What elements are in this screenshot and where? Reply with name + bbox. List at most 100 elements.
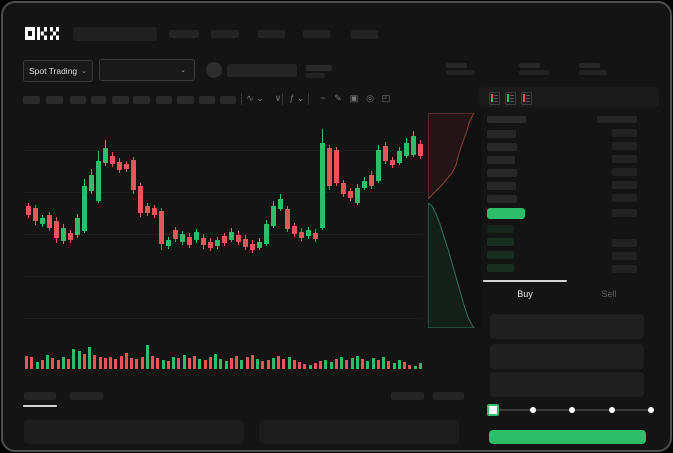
bid-row-amount — [612, 239, 637, 247]
bottom-tab-history[interactable] — [70, 392, 103, 400]
ask-row-price[interactable] — [487, 130, 516, 138]
candle — [124, 164, 129, 169]
fullscreen-icon[interactable]: ◰ — [381, 93, 391, 103]
bottom-action-1[interactable] — [391, 392, 424, 400]
ask-row-price[interactable] — [487, 195, 517, 203]
volume-bar — [177, 358, 181, 369]
book-icon-bottom-bar — [507, 98, 509, 102]
candle — [236, 235, 241, 242]
depth-chart[interactable] — [428, 113, 481, 328]
ask-row-price[interactable] — [487, 156, 515, 164]
open-orders-panel — [24, 420, 244, 444]
timeframe-button[interactable] — [23, 96, 40, 104]
candle — [96, 161, 101, 201]
timeframe-button[interactable] — [220, 96, 236, 104]
candle — [348, 191, 353, 198]
bid-row-amount — [612, 252, 637, 260]
volume-bar — [245, 357, 249, 369]
pair-avatar[interactable] — [206, 62, 222, 78]
candlestick-chart[interactable] — [23, 118, 423, 333]
candle — [89, 175, 94, 191]
camera-icon[interactable]: ▣ — [349, 93, 359, 103]
book-icon-bottom-bar — [491, 98, 493, 102]
nav-item-5[interactable] — [351, 30, 378, 39]
tab-sell[interactable]: Sell — [601, 289, 617, 299]
ask-row-price[interactable] — [487, 143, 517, 151]
stat-2-value — [519, 70, 549, 75]
candle — [243, 239, 248, 247]
volume-bar — [46, 355, 50, 369]
book-icon-top-bar — [507, 94, 509, 98]
volume-bar — [219, 359, 223, 369]
timeframe-button[interactable] — [177, 96, 194, 104]
chart-type-icon[interactable]: ∿ ⌄ — [246, 93, 264, 103]
volume-bar — [266, 360, 270, 369]
nav-item-1[interactable] — [169, 30, 199, 38]
ask-row-price[interactable] — [487, 169, 517, 177]
candle — [397, 151, 402, 163]
bid-row-price[interactable] — [487, 264, 514, 272]
bid-row-price[interactable] — [487, 225, 514, 233]
bid-row-amount — [612, 265, 637, 273]
bottom-action-2[interactable] — [433, 392, 464, 400]
volume-bar — [166, 361, 170, 369]
candle — [47, 215, 52, 228]
order-price-field[interactable] — [490, 314, 644, 339]
candle — [68, 233, 73, 240]
timeframe-button[interactable] — [91, 96, 106, 104]
book-asks-icon[interactable] — [521, 92, 532, 105]
slider-step-dot[interactable] — [648, 407, 654, 413]
candle — [313, 233, 318, 239]
volume-bar — [308, 365, 312, 369]
timeframe-button[interactable] — [133, 96, 150, 104]
slider-step-dot[interactable] — [529, 407, 536, 413]
indicators-icon[interactable]: ƒ ⌄ — [289, 93, 305, 103]
timeframe-button[interactable] — [70, 96, 86, 104]
timeframe-button[interactable] — [199, 96, 215, 104]
gridline — [23, 234, 423, 235]
ask-row-price[interactable] — [487, 182, 516, 190]
order-total-field[interactable] — [490, 372, 644, 397]
volume-bar — [256, 359, 260, 369]
bid-row-price[interactable] — [487, 251, 514, 259]
toolbar-divider — [241, 93, 242, 105]
book-icon-line — [510, 95, 514, 96]
timeframe-button[interactable] — [112, 96, 129, 104]
bottom-tab-orders[interactable] — [24, 392, 56, 400]
chevron-down-icon: ⌄ — [180, 66, 186, 74]
volume-bar — [235, 356, 239, 369]
nav-item-3[interactable] — [258, 30, 285, 38]
nav-item-2[interactable] — [211, 30, 239, 38]
book-bids-icon[interactable] — [505, 92, 516, 105]
candle — [229, 232, 234, 240]
timeframe-button[interactable] — [156, 96, 172, 104]
tab-buy[interactable]: Buy — [517, 289, 533, 299]
volume-bar — [292, 360, 296, 369]
timeframe-button[interactable] — [46, 96, 63, 104]
nav-item-4[interactable] — [303, 30, 330, 38]
slider-step-dot[interactable] — [608, 407, 615, 413]
settings-icon[interactable]: ◎ — [366, 93, 374, 103]
volume-bar — [313, 363, 317, 369]
trendline-icon[interactable]: ~ — [320, 93, 326, 103]
slider-step-dot[interactable] — [569, 407, 575, 413]
buy-submit-button[interactable] — [489, 430, 646, 444]
order-amount-field[interactable] — [490, 344, 644, 369]
last-price-badge[interactable] — [487, 208, 525, 219]
pair-selector-dropdown[interactable]: ⌄ — [99, 59, 195, 81]
compare-icon[interactable]: ∨ — [274, 93, 282, 103]
market-type-dropdown[interactable]: Spot Trading ⌄ — [23, 60, 93, 82]
volume-bar — [350, 358, 354, 369]
slider-handle[interactable] — [487, 404, 499, 416]
book-icon-line — [494, 98, 498, 99]
bid-row-price[interactable] — [487, 238, 514, 246]
orderbook-panel[interactable] — [477, 111, 659, 281]
okx-logo[interactable] — [25, 27, 61, 40]
volume-bar — [30, 357, 34, 369]
draw-icon[interactable]: ✎ — [334, 93, 342, 103]
book-combined-icon[interactable] — [489, 92, 500, 105]
volume-bar — [145, 345, 149, 369]
last-price-amount — [612, 209, 637, 217]
search-input[interactable] — [73, 27, 157, 41]
